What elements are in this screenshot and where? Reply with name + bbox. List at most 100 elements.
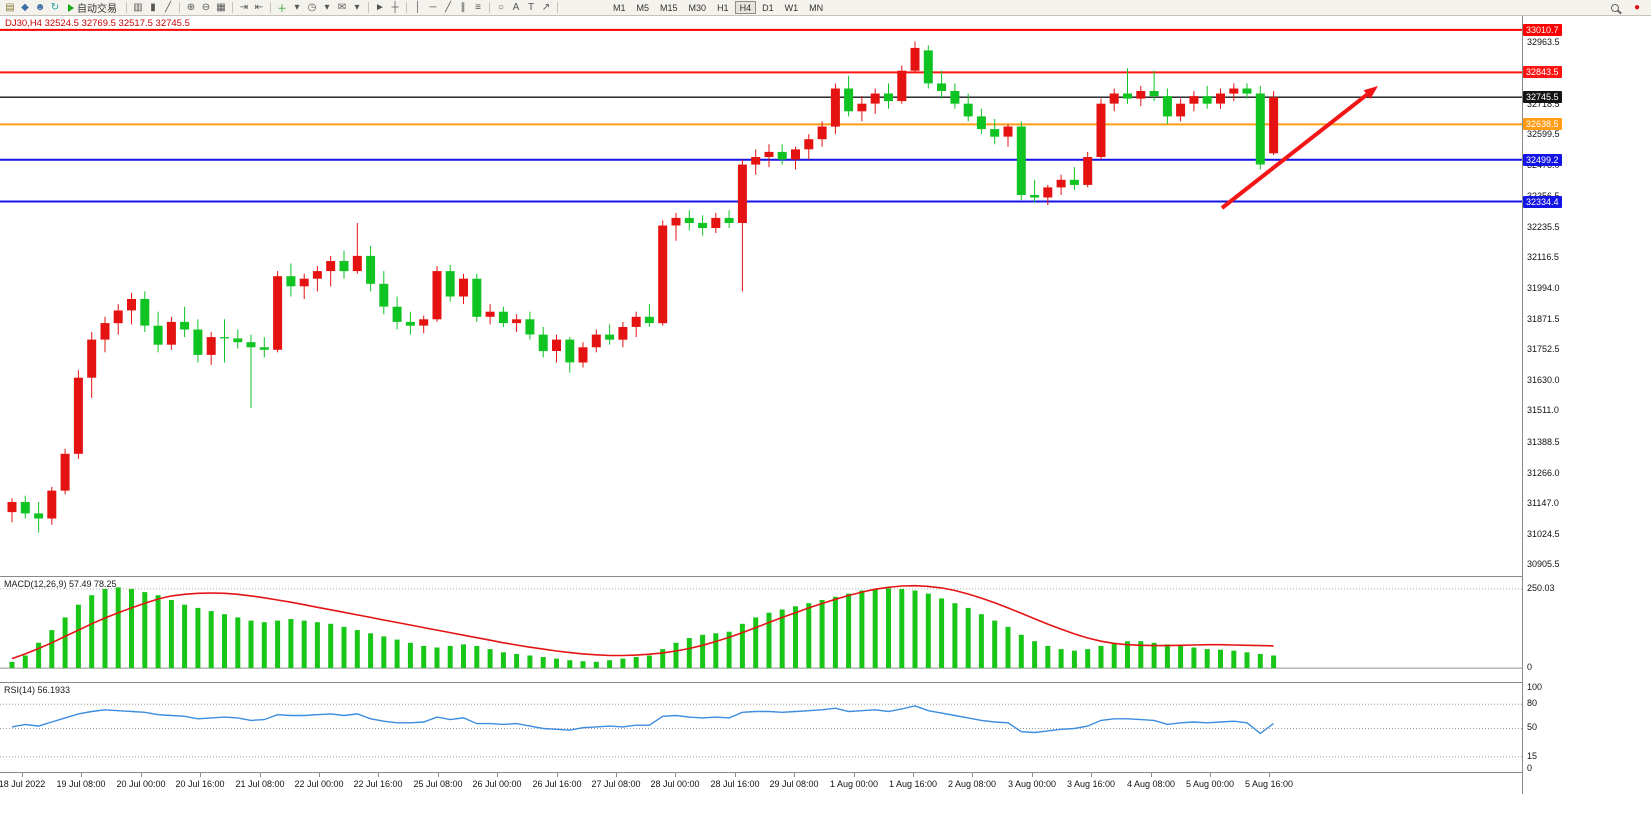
search-icon[interactable] [1608,1,1622,15]
auto-trading-button[interactable]: 自动交易 [63,1,122,15]
time-label: 19 Jul 08:00 [56,779,106,789]
time-tick [557,773,558,777]
time-tick [794,773,795,777]
text-icon[interactable]: A [512,2,520,13]
timeframe-mn[interactable]: MN [804,1,828,14]
time-axis[interactable]: 18 Jul 2022 19 Jul 08:00 20 Jul 00:00 20 Ju… [0,772,1522,794]
mail-dropdown-icon[interactable]: ▾ [354,2,360,13]
price-tick-31388.5: 31388.5 [1527,437,1560,448]
price-panel[interactable]: DJ30,H4 32524.5 32769.5 32517.5 32745.5 [0,16,1522,576]
toolbar-right-group: ● [1608,1,1648,15]
time-tick [378,773,379,777]
refresh-icon[interactable]: ↻ [50,2,60,13]
price-tick-31511.0: 31511.0 [1527,405,1559,416]
price-badge-32334.4: 32334.4 [1523,196,1562,208]
chart-shift-icon[interactable]: ⇤ [254,2,264,13]
price-badge-32843.5: 32843.5 [1523,66,1562,78]
zoom-out-icon[interactable]: ⊖ [201,2,211,13]
timeframe-d1[interactable]: D1 [757,1,779,14]
toolbar-separator [126,2,127,13]
macd-panel[interactable]: MACD(12,26,9) 57.49 78.25 [0,576,1522,682]
time-tick [854,773,855,777]
time-tick [260,773,261,777]
timeframe-h4[interactable]: H4 [734,1,757,14]
rsi-tick-0: 0 [1527,763,1533,774]
price-tick-31994.0: 31994.0 [1527,283,1560,294]
cursor-icon[interactable]: ► [375,2,385,13]
time-tick [438,773,439,777]
new-chart-icon[interactable]: ▤ [5,2,15,13]
market-watch-icon[interactable]: ☻ [34,2,46,13]
price-tick-31630.0: 31630.0 [1527,375,1560,386]
toolbar-separator [406,2,407,13]
time-label: 25 Jul 08:00 [413,779,463,789]
arrows-tool-icon[interactable]: ↗ [541,2,551,13]
rsi-tick-15: 15 [1527,751,1538,762]
timeframe-w1[interactable]: W1 [780,1,804,14]
horizontal-line-icon[interactable]: ─ [429,2,437,13]
time-label: 5 Aug 00:00 [1185,779,1235,789]
timeframe-m15[interactable]: M15 [655,1,683,14]
price-chart[interactable] [0,16,1522,576]
grid-icon[interactable]: ▦ [216,2,226,13]
zoom-in-icon[interactable]: ⊕ [186,2,196,13]
time-label: 29 Jul 08:00 [769,779,819,789]
vertical-line-icon[interactable]: │ [414,2,422,13]
add-indicator-icon[interactable]: ＋ [277,4,287,15]
timeframe-h1[interactable]: H1 [712,1,734,14]
time-tick [141,773,142,777]
profiles-icon[interactable]: ◆ [21,2,29,13]
label-icon[interactable]: T [527,2,535,13]
price-tick-31024.5: 31024.5 [1527,529,1560,540]
rsi-chart [0,703,1522,758]
toolbar: ▤ ◆ ☻ ↻ 自动交易 ▥ ▮ ╱ ⊕ ⊖ ▦ ⇥ ⇤ ＋ ▾ ◷ ▾ ✉ ▾ ► ┼ │ ─ ╱ ∥ ≡ ○ A T ↗ M1 M5… [0,0,1651,16]
indicator-dropdown-icon[interactable]: ▾ [294,2,300,13]
price-tick-32235.5: 32235.5 [1527,222,1560,233]
bar-chart-icon[interactable]: ▥ [133,2,143,13]
shapes-icon[interactable]: ○ [497,2,505,13]
mail-icon[interactable]: ✉ [337,2,347,13]
price-tick-32599.5: 32599.5 [1527,129,1560,140]
rsi-panel[interactable]: RSI(14) 56.1933 [0,682,1522,772]
time-tick [1091,773,1092,777]
price-badge-32638.5: 32638.5 [1523,118,1562,130]
price-tick-31266.0: 31266.0 [1527,468,1560,479]
price-axis[interactable]: 32963.532718.532599.532478.032356.532235… [1522,16,1651,794]
line-chart-icon[interactable]: ╱ [164,2,172,13]
time-label: 21 Jul 08:00 [235,779,285,789]
toolbar-separator [232,2,233,13]
rsi-tick-80: 80 [1527,698,1538,709]
time-tick [972,773,973,777]
time-tick [22,773,23,777]
trend-arrow[interactable] [1220,86,1378,210]
candlestick-chart-icon[interactable]: ▮ [150,2,156,13]
rsi-tick-50: 50 [1527,722,1538,733]
search-icon [1611,3,1619,12]
crosshair-icon[interactable]: ┼ [391,2,399,13]
time-label: 2 Aug 08:00 [947,779,997,789]
auto-scroll-icon[interactable]: ⇥ [239,2,249,13]
channel-icon[interactable]: ∥ [460,2,466,13]
toolbar-left-group: ▤ ◆ ☻ ↻ [3,1,62,15]
time-tick [616,773,617,777]
time-tick [675,773,676,777]
fibonacci-icon[interactable]: ≡ [475,2,481,13]
time-tick [200,773,201,777]
timeframe-m1[interactable]: M1 [608,1,631,14]
time-label: 4 Aug 08:00 [1126,779,1176,789]
macd-chart [0,584,1522,669]
timeframe-m30[interactable]: M30 [684,1,712,14]
macd-tick-0: 0 [1527,662,1533,673]
record-icon[interactable]: ● [1633,2,1641,13]
period-dropdown-icon[interactable]: ▾ [324,2,330,13]
price-tick-30905.5: 30905.5 [1527,559,1560,570]
price-tick-32963.5: 32963.5 [1527,37,1560,48]
time-tick [1151,773,1152,777]
timeframe-m5[interactable]: M5 [632,1,655,14]
time-label: 22 Jul 16:00 [353,779,403,789]
toolbar-separator [489,2,490,13]
trendline-icon[interactable]: ╱ [444,2,452,13]
period-icon[interactable]: ◷ [307,2,317,13]
time-label: 20 Jul 16:00 [175,779,225,789]
